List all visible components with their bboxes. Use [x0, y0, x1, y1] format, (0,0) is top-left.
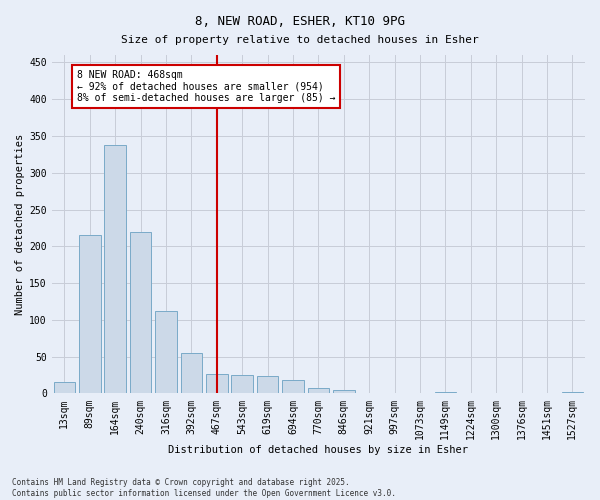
- Text: Contains HM Land Registry data © Crown copyright and database right 2025.
Contai: Contains HM Land Registry data © Crown c…: [12, 478, 396, 498]
- Bar: [53, 382, 75, 394]
- Bar: [130, 232, 151, 394]
- Text: Size of property relative to detached houses in Esher: Size of property relative to detached ho…: [121, 35, 479, 45]
- Bar: [104, 145, 126, 394]
- X-axis label: Distribution of detached houses by size in Esher: Distribution of detached houses by size …: [169, 445, 469, 455]
- Bar: [181, 353, 202, 394]
- Bar: [308, 388, 329, 394]
- Bar: [206, 374, 227, 394]
- Text: 8, NEW ROAD, ESHER, KT10 9PG: 8, NEW ROAD, ESHER, KT10 9PG: [195, 15, 405, 28]
- Text: 8 NEW ROAD: 468sqm
← 92% of detached houses are smaller (954)
8% of semi-detache: 8 NEW ROAD: 468sqm ← 92% of detached hou…: [77, 70, 335, 103]
- Bar: [155, 311, 177, 394]
- Y-axis label: Number of detached properties: Number of detached properties: [15, 134, 25, 315]
- Bar: [232, 375, 253, 394]
- Bar: [282, 380, 304, 394]
- Bar: [333, 390, 355, 394]
- Bar: [434, 392, 456, 394]
- Bar: [562, 392, 583, 394]
- Bar: [79, 236, 101, 394]
- Bar: [257, 376, 278, 394]
